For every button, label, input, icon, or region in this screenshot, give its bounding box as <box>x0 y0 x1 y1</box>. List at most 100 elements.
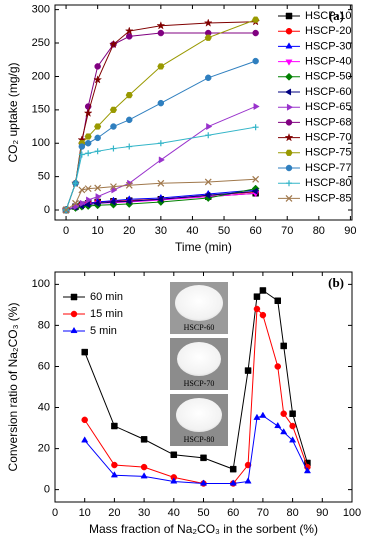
point <box>244 461 252 469</box>
x-tick-label: 40 <box>186 225 198 237</box>
point <box>253 293 261 300</box>
point <box>126 116 133 124</box>
legend-label: HSCP-65 <box>305 101 351 113</box>
point <box>109 198 116 206</box>
point <box>156 195 163 203</box>
point <box>78 143 86 150</box>
x-tick-label: 60 <box>227 507 239 519</box>
point <box>84 201 91 209</box>
legend-marker <box>285 28 293 35</box>
legend-label: HSCP-77 <box>305 162 351 174</box>
point <box>111 422 118 430</box>
legend-label: 15 min <box>90 308 123 320</box>
legend-marker <box>285 72 293 81</box>
legend-label: HSCP-20 <box>305 25 351 37</box>
y-tick-label: 150 <box>32 104 50 116</box>
point <box>158 156 165 164</box>
point <box>253 305 261 313</box>
point <box>94 63 101 70</box>
point <box>203 18 213 27</box>
point <box>252 124 259 131</box>
y-axis-title: Conversion ratio of Na₂CO₃ (%) <box>6 303 20 472</box>
point <box>140 463 148 471</box>
point <box>259 311 267 319</box>
point <box>81 436 89 443</box>
x-tick-label: 80 <box>286 507 298 519</box>
point <box>94 134 101 142</box>
x-tick-label: 10 <box>79 507 91 519</box>
point <box>251 187 258 195</box>
point <box>108 39 118 49</box>
y-tick-label: 40 <box>38 401 50 413</box>
point <box>170 477 178 484</box>
legend-label: HSCP-40 <box>305 56 351 68</box>
y-tick-label: 100 <box>32 137 50 149</box>
point <box>289 422 296 430</box>
plot-frame <box>54 4 353 221</box>
chart: 0 10 20 30 40 50 60 70 80 90 100 0 20 40 60 80 100 Mass f… <box>6 271 361 536</box>
photo-label: HSCP-80 <box>184 435 215 444</box>
legend-marker <box>285 59 293 66</box>
point <box>111 186 118 194</box>
point <box>94 184 102 192</box>
point <box>274 297 281 304</box>
series-line <box>65 126 256 211</box>
legend-marker <box>285 119 293 126</box>
point <box>157 140 164 147</box>
legend-marker <box>70 326 78 334</box>
point <box>253 102 260 111</box>
point <box>84 133 92 140</box>
legend-label: HSCP-68 <box>305 116 351 128</box>
legend-marker <box>284 132 294 142</box>
point <box>125 181 133 189</box>
point <box>170 451 178 459</box>
point <box>62 206 70 214</box>
point <box>81 348 88 356</box>
point <box>204 34 212 41</box>
x-tick-label: 70 <box>281 225 293 237</box>
point <box>244 367 252 374</box>
point <box>252 57 259 65</box>
legend-label: HSCP-85 <box>305 192 351 204</box>
point <box>157 99 165 107</box>
point <box>81 416 88 424</box>
point <box>229 465 237 473</box>
legend-marker <box>70 310 78 318</box>
point <box>205 132 212 139</box>
photo-label: HSCP-70 <box>184 379 215 388</box>
legend-label: 60 min <box>90 291 123 303</box>
panel-label: (a) <box>329 8 344 23</box>
x-tick-label: 20 <box>123 225 135 237</box>
legend-label: HSCP-30 <box>305 40 351 52</box>
point <box>289 410 296 417</box>
point <box>156 21 166 30</box>
point <box>73 203 80 211</box>
photo-sample <box>176 398 222 432</box>
point <box>280 342 287 350</box>
x-tick-label: 50 <box>218 225 230 237</box>
point <box>72 199 79 207</box>
point <box>157 63 165 70</box>
series-line <box>65 178 256 211</box>
x-tick-label: 80 <box>313 225 325 237</box>
point <box>124 26 134 35</box>
point <box>204 191 211 199</box>
point <box>125 197 132 205</box>
x-tick-label: 90 <box>344 225 356 237</box>
point <box>110 123 117 130</box>
legend-label: HSCP-60 <box>305 86 351 98</box>
point <box>140 472 148 479</box>
legend: HSCP-10 HSCP-20 HSCP-30 HSCP-40 HSCP-50 HSCP-… <box>278 10 351 204</box>
point <box>126 143 133 150</box>
series-line <box>65 19 256 211</box>
legend-label: HSCP-10 <box>305 10 351 22</box>
legend-marker <box>285 149 293 156</box>
y-tick-label: 50 <box>38 171 50 183</box>
point <box>204 74 212 81</box>
point <box>140 436 148 443</box>
point <box>95 193 102 201</box>
point <box>110 471 118 478</box>
legend-marker <box>285 42 293 49</box>
y-tick-label: 80 <box>38 319 50 331</box>
point <box>78 151 85 158</box>
